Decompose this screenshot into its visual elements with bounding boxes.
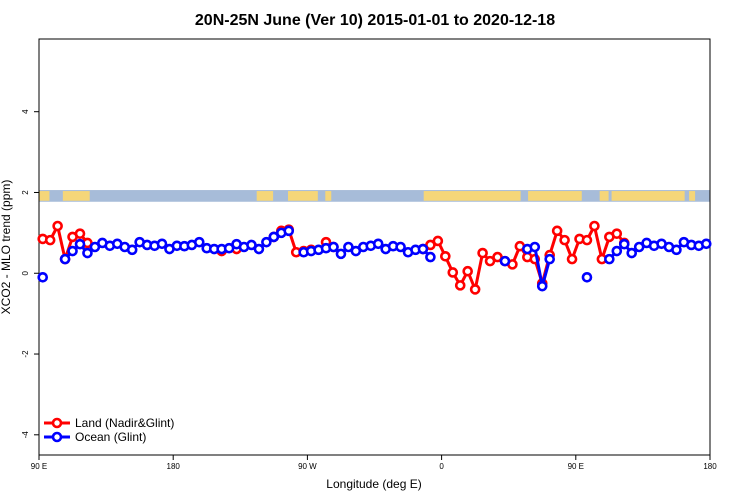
data-point <box>492 251 503 263</box>
data-point <box>477 247 488 259</box>
series-ocean <box>37 225 712 292</box>
y-tick-label: -4 <box>21 431 30 439</box>
data-point <box>67 245 78 257</box>
data-point <box>59 253 71 265</box>
land-patch <box>39 191 50 201</box>
data-point <box>350 245 362 257</box>
data-point <box>82 247 93 259</box>
data-point <box>283 225 295 237</box>
data-point <box>126 244 138 256</box>
land-patch <box>599 191 609 201</box>
x-tick-label: 90 E <box>31 462 47 471</box>
land-patch <box>528 191 582 201</box>
y-tick-label: 2 <box>21 190 30 195</box>
data-point <box>611 245 623 257</box>
data-point <box>551 225 563 237</box>
legend-swatch-marker <box>51 417 63 429</box>
ocean-band <box>39 190 710 202</box>
data-point <box>246 239 257 251</box>
y-axis: -4 -2 0 2 4 <box>21 109 39 438</box>
chart-title: 20N-25N June (Ver 10) 2015-01-01 to 2020… <box>195 12 555 29</box>
data-point <box>536 280 548 292</box>
data-point <box>193 236 205 248</box>
x-tick-label: 90 W <box>298 462 317 471</box>
x-axis: 90 E 180 90 W 0 90 E 180 <box>31 455 717 471</box>
data-point <box>633 241 645 253</box>
data-point <box>589 220 600 232</box>
data-point <box>372 238 384 250</box>
data-point <box>604 253 615 265</box>
data-point <box>343 241 354 253</box>
legend-label: Ocean (Glint) <box>75 430 146 444</box>
data-point <box>44 234 56 246</box>
data-point <box>74 228 86 239</box>
data-point <box>440 250 451 262</box>
land-patch <box>256 191 274 201</box>
y-axis-label: XCO2 - MLO trend (ppm) <box>0 180 13 315</box>
land-patch <box>611 191 685 201</box>
data-point <box>581 234 593 246</box>
data-point <box>268 231 280 243</box>
data-point <box>52 220 63 232</box>
legend-swatch-marker <box>51 431 63 443</box>
data-point <box>37 271 49 283</box>
data-point <box>469 284 481 295</box>
data-point <box>559 234 570 246</box>
y-tick-label: 4 <box>21 109 30 114</box>
x-tick-label: 0 <box>439 462 444 471</box>
data-point <box>484 255 496 267</box>
data-point <box>454 280 466 291</box>
data-point <box>544 253 556 265</box>
data-point <box>432 235 444 247</box>
data-point <box>425 251 436 263</box>
y-tick-label: 0 <box>21 270 30 275</box>
legend-item: Ocean (Glint) <box>44 430 146 444</box>
data-point <box>328 241 339 253</box>
data-point <box>529 241 541 253</box>
data-point <box>618 238 630 250</box>
data-point <box>74 238 86 250</box>
legend: Land (Nadir&Glint)Ocean (Glint) <box>44 416 174 444</box>
data-point <box>700 238 712 250</box>
land-patch <box>288 191 318 201</box>
land-patch <box>62 191 90 201</box>
data-point <box>89 241 101 253</box>
x-axis-label: Longitude (deg E) <box>326 477 421 491</box>
data-point <box>335 248 347 260</box>
data-point <box>156 238 168 250</box>
land-patch <box>325 191 332 201</box>
data-point <box>425 239 436 251</box>
data-point <box>447 267 459 278</box>
data-point <box>417 243 429 255</box>
land-patch <box>689 191 696 201</box>
land-patch <box>423 191 521 201</box>
series-layer <box>37 220 712 295</box>
data-point <box>611 228 623 239</box>
data-point <box>395 241 406 253</box>
data-point <box>581 271 593 283</box>
data-point <box>671 244 682 256</box>
data-point <box>462 265 473 277</box>
land-mask-band <box>39 190 710 202</box>
data-point <box>261 236 272 248</box>
data-point <box>499 255 511 267</box>
x-tick-label: 180 <box>703 462 717 471</box>
data-point <box>223 242 235 254</box>
y-tick-label: -2 <box>21 350 30 358</box>
legend-label: Land (Nadir&Glint) <box>75 416 174 430</box>
data-point <box>566 253 578 265</box>
legend-item: Land (Nadir&Glint) <box>44 416 174 430</box>
x-tick-label: 180 <box>167 462 181 471</box>
data-point <box>626 247 638 259</box>
x-tick-label: 90 E <box>568 462 584 471</box>
data-point <box>253 243 265 255</box>
